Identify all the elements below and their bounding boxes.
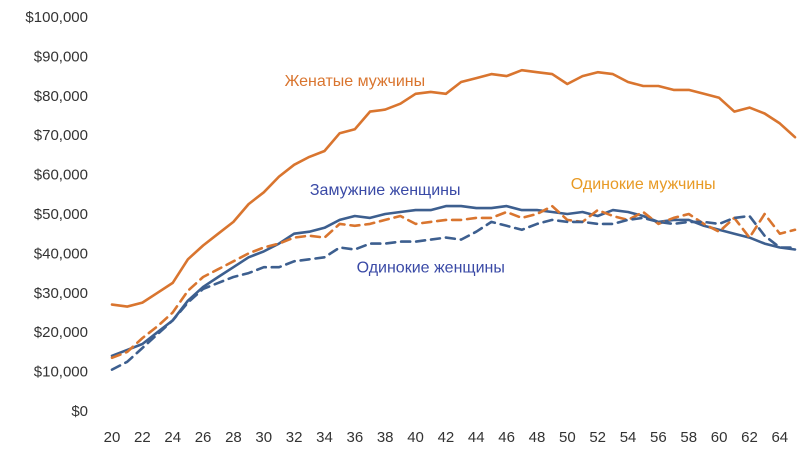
y-tick-label: $90,000: [34, 48, 88, 65]
x-tick-label: 56: [650, 429, 667, 446]
x-tick-label: 38: [377, 429, 394, 446]
y-tick-label: $40,000: [34, 245, 88, 262]
x-tick-label: 42: [438, 429, 455, 446]
x-tick-label: 50: [559, 429, 576, 446]
x-tick-label: 24: [164, 429, 181, 446]
x-tick-label: 64: [771, 429, 788, 446]
x-tick-label: 20: [104, 429, 121, 446]
x-tick-label: 44: [468, 429, 485, 446]
x-tick-label: 28: [225, 429, 242, 446]
x-tick-label: 30: [255, 429, 272, 446]
y-tick-label: $0: [71, 403, 88, 420]
y-tick-label: $30,000: [34, 285, 88, 302]
y-tick-label: $50,000: [34, 206, 88, 223]
series-annotation-2: Одинокие мужчины: [571, 176, 716, 193]
x-tick-label: 32: [286, 429, 303, 446]
y-tick-label: $100,000: [25, 9, 88, 26]
y-tick-label: $60,000: [34, 167, 88, 184]
y-tick-label: $70,000: [34, 127, 88, 144]
x-axis-ticks: 20 22 24 26 28 30 32 34 36 38 40 42 44 46 48 50 52 54 56 58…: [104, 429, 789, 446]
x-tick-label: 36: [347, 429, 364, 446]
series-line-2: [110, 204, 797, 360]
series-lines: [110, 68, 797, 371]
y-tick-label: $20,000: [34, 324, 88, 341]
series-line-3: [110, 214, 797, 371]
x-tick-label: 52: [589, 429, 606, 446]
y-axis-ticks: $0 $10,000 $20,000 $30,000 $40,000 $50,000 $60…: [25, 9, 88, 420]
x-tick-label: 58: [680, 429, 697, 446]
x-tick-label: 60: [711, 429, 728, 446]
x-tick-label: 48: [529, 429, 546, 446]
series-line-1: [110, 204, 797, 358]
series-annotation-1: Замужние женщины: [310, 182, 461, 199]
x-tick-label: 26: [195, 429, 212, 446]
x-tick-label: 62: [741, 429, 758, 446]
x-tick-label: 54: [620, 429, 637, 446]
series-annotation-0: Женатые мужчины: [285, 73, 426, 90]
y-tick-label: $80,000: [34, 88, 88, 105]
x-tick-label: 46: [498, 429, 515, 446]
series-annotations: Женатые мужчины Замужние женщины Одинокие …: [285, 73, 716, 276]
x-tick-label: 40: [407, 429, 424, 446]
x-tick-label: 34: [316, 429, 333, 446]
series-line-0: [110, 68, 797, 308]
y-tick-label: $10,000: [34, 364, 88, 381]
x-tick-label: 22: [134, 429, 151, 446]
series-annotation-3: Одинокие женщины: [357, 259, 505, 276]
